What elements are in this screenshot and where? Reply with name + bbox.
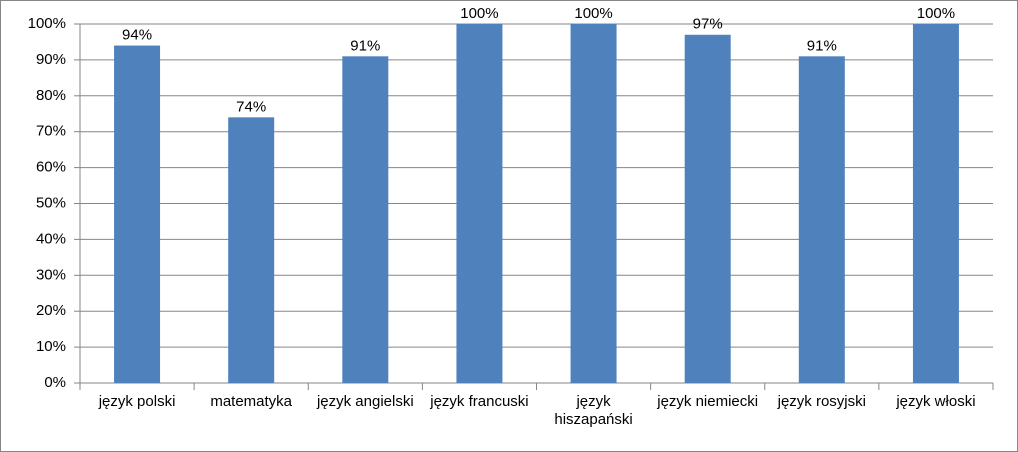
bar [342,56,389,384]
y-tick-label: 60% [36,159,66,176]
bar [570,24,617,383]
value-label: 94% [122,27,152,44]
x-tick-label: język hiszapański [554,393,633,428]
bar [684,34,731,384]
y-tick-label: 10% [36,338,66,355]
value-label: 100% [574,5,612,22]
x-tick-label: język włoski [896,393,976,410]
y-tick-label: 30% [36,266,66,283]
x-tick-label: język angielski [316,393,414,410]
value-label: 91% [350,37,380,54]
value-label: 97% [693,16,723,33]
y-tick-label: 80% [36,87,66,104]
y-tick-label: 100% [28,15,66,32]
y-tick-label: 90% [36,51,66,68]
x-tick-label-box: język rosyjski [777,393,866,410]
x-tick-label: język polski [98,393,176,410]
bar [114,45,161,383]
x-tick-label-box: język polski [98,393,176,410]
y-tick-label: 70% [36,123,66,140]
x-tick-label: język niemiecki [657,393,759,410]
y-tick-label: 0% [44,374,66,391]
bar [912,24,959,383]
value-label: 74% [236,98,266,115]
x-tick-label: matematyka [210,393,293,410]
x-tick-label-box: język hiszapański [554,393,633,428]
x-tick-label-box: język niemiecki [657,393,759,410]
x-tick-label-box: język angielski [316,393,414,410]
x-tick-label-box: matematyka [210,393,293,410]
x-tick-label-box: język francuski [430,393,529,410]
x-tick-label: język francuski [430,393,529,410]
x-tick-label-box: język włoski [896,393,976,410]
y-tick-label: 20% [36,302,66,319]
bar [456,24,503,383]
x-tick-label: język rosyjski [777,393,866,410]
bar [228,117,275,383]
value-label: 100% [917,5,955,22]
value-label: 91% [807,37,837,54]
y-tick-label: 40% [36,230,66,247]
y-tick-label: 50% [36,194,66,211]
bar [798,56,845,384]
value-label: 100% [460,5,498,22]
